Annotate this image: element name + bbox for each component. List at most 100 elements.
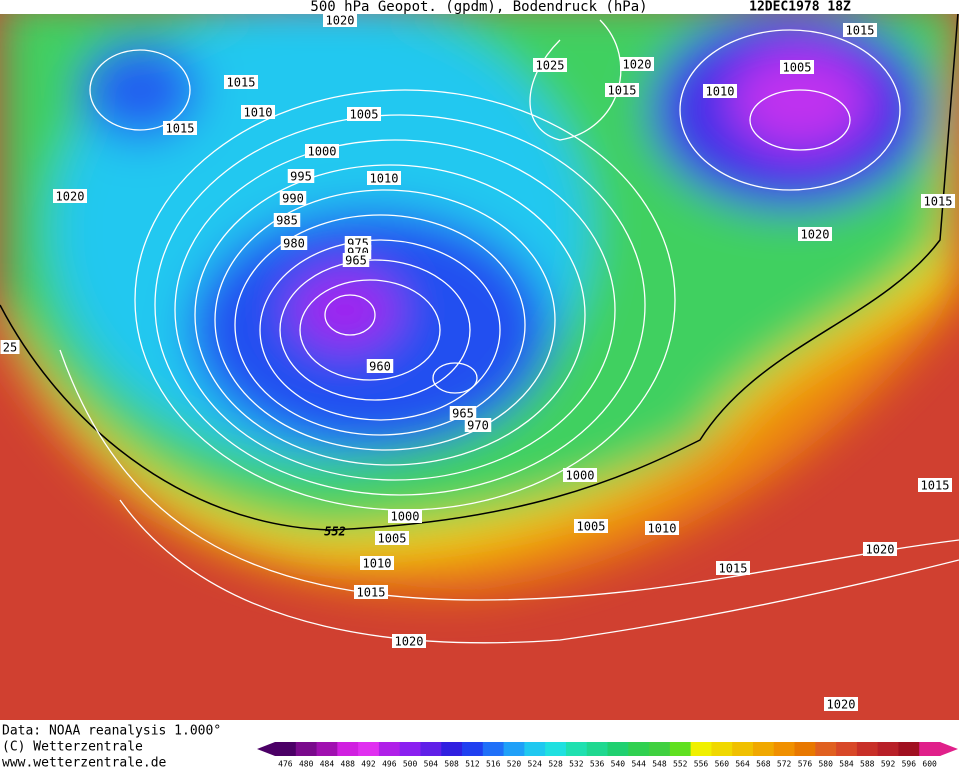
isobar-label-box bbox=[921, 194, 955, 208]
isobar-label-box bbox=[863, 542, 897, 556]
isobar-label-box bbox=[360, 556, 394, 570]
colorbar-label: 480 bbox=[299, 760, 314, 769]
colorbar-swatch bbox=[711, 742, 733, 756]
colorbar-swatch bbox=[524, 742, 546, 756]
isobar-label: 1000 bbox=[391, 510, 420, 524]
colorbar-arrow bbox=[940, 742, 958, 756]
isobar-label: 1005 bbox=[783, 61, 812, 75]
isobar-label: 1010 bbox=[648, 522, 677, 536]
colorbar-swatch bbox=[690, 742, 712, 756]
colorbar-swatch bbox=[378, 742, 401, 756]
colorbar-label: 588 bbox=[860, 760, 875, 769]
colorbar-swatch bbox=[316, 742, 338, 756]
colorbar-label: 516 bbox=[486, 760, 501, 769]
isobar-label-box bbox=[241, 105, 275, 119]
colorbar-label: 552 bbox=[673, 760, 688, 769]
isobar-label: 1020 bbox=[326, 14, 355, 28]
colorbar-label: 492 bbox=[361, 760, 376, 769]
colorbar-swatch bbox=[773, 742, 796, 756]
colorbar-swatch bbox=[399, 742, 421, 756]
colorbar-swatch bbox=[441, 742, 463, 756]
colorbar-swatch bbox=[337, 742, 359, 756]
isobar-label-box bbox=[354, 585, 388, 599]
isobar-label: 1000 bbox=[566, 469, 595, 483]
colorbar-label: 564 bbox=[735, 760, 750, 769]
isobar-label-box bbox=[342, 253, 370, 267]
colorbar-label: 580 bbox=[818, 760, 833, 769]
contour-552 bbox=[0, 14, 959, 531]
colorbar-label: 560 bbox=[715, 760, 730, 769]
colorbar-label: 592 bbox=[881, 760, 896, 769]
colorbar-label: 596 bbox=[902, 760, 917, 769]
colorbar-label: 584 bbox=[839, 760, 854, 769]
isobar-label: 980 bbox=[283, 237, 305, 251]
map-date: 12DEC1978 18Z bbox=[749, 0, 851, 15]
colorbar-arrow bbox=[257, 742, 275, 756]
colorbar-swatch bbox=[856, 742, 879, 756]
isobar-label: 1005 bbox=[577, 520, 606, 534]
colorbar-swatch bbox=[482, 742, 505, 756]
isobar-label: 960 bbox=[369, 360, 391, 374]
isobar-label: 970 bbox=[467, 419, 489, 433]
isobar-label: 985 bbox=[276, 214, 298, 228]
isobar-label-box bbox=[605, 83, 639, 97]
colorbar-label: 484 bbox=[320, 760, 335, 769]
isobar-label-box bbox=[645, 521, 679, 535]
colorbar-swatch bbox=[565, 742, 588, 756]
isobar-label: 1025 bbox=[536, 59, 565, 73]
colorbar-swatch bbox=[628, 742, 650, 756]
isobar-label-box bbox=[620, 57, 654, 71]
isobar-label-box bbox=[798, 227, 832, 241]
colorbar-label: 500 bbox=[403, 760, 418, 769]
isobar-label: 1015 bbox=[921, 479, 950, 493]
isobar-label-box bbox=[533, 58, 567, 72]
isobar-label: 1020 bbox=[623, 58, 652, 72]
isobar-label: 1015 bbox=[608, 84, 637, 98]
map-field bbox=[0, 14, 959, 720]
isobar-label-box bbox=[0, 340, 20, 354]
isobar-label: 1020 bbox=[56, 190, 85, 204]
colorbar-swatch bbox=[752, 742, 775, 756]
isobar-label: 990 bbox=[282, 192, 304, 206]
colorbar-label: 568 bbox=[756, 760, 771, 769]
isobar-label: 1020 bbox=[827, 698, 856, 712]
isobar-label-box bbox=[464, 418, 492, 432]
colorbar-label: 488 bbox=[341, 760, 356, 769]
isobar-label: 1015 bbox=[924, 195, 953, 209]
isobar-label: 965 bbox=[345, 254, 367, 268]
isobar-label: 1010 bbox=[363, 557, 392, 571]
colorbar-label: 556 bbox=[694, 760, 709, 769]
colorbar-label: 512 bbox=[465, 760, 480, 769]
colorbar-swatch bbox=[358, 742, 380, 756]
isobar-label-box bbox=[279, 191, 307, 205]
isobar-label: 1000 bbox=[308, 145, 337, 159]
isobar-label-box bbox=[367, 171, 401, 185]
colorbar-label: 524 bbox=[528, 760, 543, 769]
isobar-label: 1015 bbox=[846, 24, 875, 38]
isobar-label-box bbox=[287, 169, 315, 183]
isobar-label: 965 bbox=[452, 407, 474, 421]
footer-text: Data: NOAA reanalysis 1.000° bbox=[2, 724, 221, 739]
isobar-label: 1010 bbox=[244, 106, 273, 120]
colorbar-label: 548 bbox=[652, 760, 667, 769]
colorbar-swatch bbox=[669, 742, 692, 756]
isobar-label-box bbox=[53, 189, 87, 203]
colorbar-swatch bbox=[295, 742, 318, 756]
colorbar-swatch bbox=[898, 742, 920, 756]
footer-text: www.wetterzentrale.de bbox=[2, 756, 167, 770]
isobar-label-box bbox=[323, 13, 357, 27]
isobar-label-box bbox=[843, 23, 877, 37]
isobar-label-box bbox=[449, 406, 477, 420]
isobars bbox=[59, 19, 959, 644]
isobar-label-box bbox=[392, 634, 426, 648]
isobar-label-box bbox=[224, 75, 258, 89]
isobar-label: 1005 bbox=[378, 532, 407, 546]
colorbar-swatch bbox=[275, 742, 297, 756]
isobar-label-box bbox=[563, 468, 597, 482]
colorbar-swatch bbox=[877, 742, 899, 756]
colorbar-label: 508 bbox=[444, 760, 459, 769]
colorbar-swatch bbox=[462, 742, 484, 756]
isobar-label-box bbox=[703, 84, 737, 98]
isobar-label-box bbox=[574, 519, 608, 533]
isobar-label: 995 bbox=[290, 170, 312, 184]
